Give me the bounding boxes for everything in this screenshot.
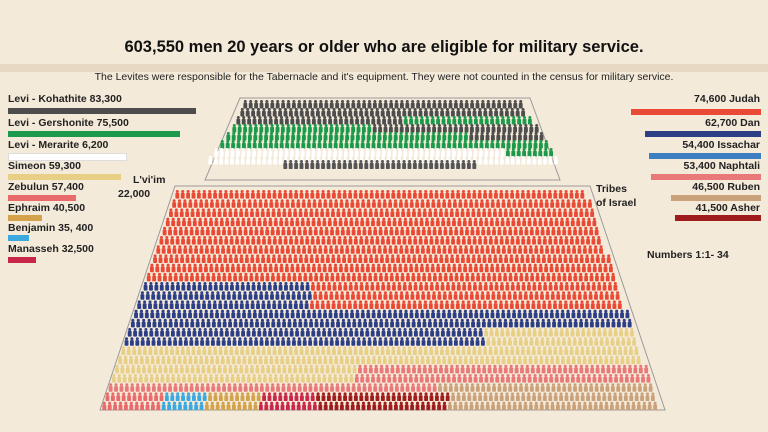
legend-label-asher: 41,500 Asher (695, 202, 760, 214)
tribe-row (130, 318, 632, 328)
legend-bar-manasseh (8, 257, 36, 263)
legend-bar-judah (631, 109, 761, 115)
legend-bar-benjamin (8, 235, 29, 241)
tribes-outline (99, 185, 666, 411)
subtitle-band (0, 64, 768, 72)
tribe-row (162, 226, 599, 236)
tribe-row (153, 254, 611, 263)
levites-row (236, 116, 532, 125)
legend-label-ephraim: Ephraim 40,500 (8, 202, 86, 214)
legend-label-simeon: Simeon 59,300 (8, 160, 81, 172)
tribe-row (115, 364, 649, 374)
levites-block (208, 100, 558, 169)
legend-label-ruben: 46,500 Ruben (692, 181, 760, 193)
reference-label: Numbers 1:1- 34 (647, 249, 729, 261)
legend-bar-asher (675, 215, 761, 221)
tribe-row (149, 263, 613, 273)
legend-label-zebulun: Zebulun 57,400 (8, 181, 84, 193)
legend-label-kohathite: Levi - Kohathite 83,300 (8, 93, 122, 105)
legend-bar-dan (645, 131, 761, 137)
tribe-row (165, 217, 597, 227)
legend-bar-ephraim (8, 215, 42, 221)
page-subtitle: The Levites were responsible for the Tab… (94, 71, 674, 83)
tribes-label-line1: Tribes (596, 183, 627, 195)
legend-label-issachar: 54,400 Issachar (682, 139, 760, 151)
tribe-row (175, 190, 585, 199)
levites-name-label: L'vi'im (133, 174, 166, 186)
tribe-row (134, 309, 630, 319)
levites-row (240, 108, 526, 117)
tribe-row (156, 245, 603, 254)
legend-label-merarite: Levi - Merarite 6,200 (8, 139, 109, 151)
tribe-row (102, 401, 658, 411)
legend-bar-naphtali (651, 174, 761, 180)
tribe-row (137, 300, 622, 309)
legend-bar-simeon (8, 174, 121, 180)
legend-label-benjamin: Benjamin 35, 400 (8, 222, 94, 234)
tribe-row (118, 355, 641, 365)
legend-label-dan: 62,700 Dan (705, 117, 760, 129)
tribe-row (124, 337, 637, 346)
tribe-row (121, 346, 639, 355)
legend-bar-ruben (671, 195, 761, 201)
legend-bar-kohathite (8, 108, 196, 114)
tribe-row (159, 236, 601, 245)
tribe-row (111, 374, 651, 383)
tribe-row (105, 392, 655, 401)
legend-bar-issachar (649, 153, 761, 159)
legend-bar-zebulun (8, 195, 76, 201)
legend-bar-gershonite (8, 131, 180, 137)
legend-label-naphtali: 53,400 Naphtali (683, 160, 760, 172)
legend-label-judah: 74,600 Judah (694, 93, 760, 105)
legend-label-gershonite: Levi - Gershonite 75,500 (8, 117, 129, 129)
tribe-row (140, 291, 620, 300)
legend-bar-merarite (8, 153, 127, 161)
levites-row (220, 140, 549, 149)
tribes-label-line2: of Israel (596, 197, 637, 209)
tribe-row (108, 383, 653, 392)
tribe-row (172, 199, 592, 208)
levites-row (226, 132, 544, 141)
levites-total-label: 22,000 (118, 188, 151, 200)
tribes-block (102, 190, 658, 411)
levites-merarite-row (283, 160, 477, 169)
tribe-row (143, 282, 618, 291)
tribe-row (169, 208, 595, 217)
levites-row (243, 100, 523, 109)
legend-label-manasseh: Manasseh 32,500 (8, 243, 94, 255)
tribe-row (146, 272, 616, 282)
levites-row (214, 148, 554, 157)
levites-row (232, 124, 539, 133)
page-title: 603,550 men 20 years or older who are el… (124, 38, 644, 56)
tribe-row (127, 328, 634, 337)
